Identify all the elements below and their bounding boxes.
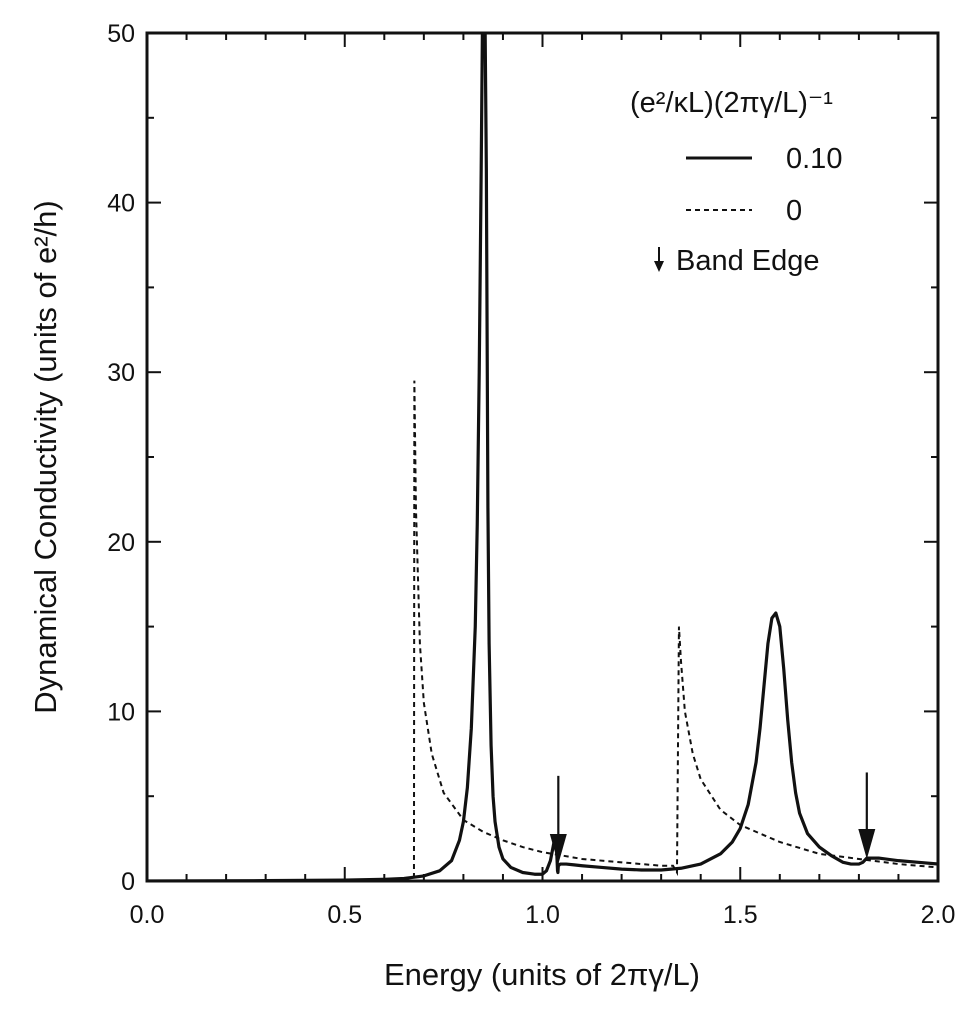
x-tick-label: 2.0 xyxy=(921,901,956,929)
band-edge-arrow-icon xyxy=(858,772,876,859)
y-tick-label: 20 xyxy=(107,529,135,557)
y-tick-label: 40 xyxy=(107,190,135,218)
x-tick-label: 1.0 xyxy=(525,901,560,929)
y-tick-label: 0 xyxy=(121,868,135,896)
legend-arrow-icon xyxy=(654,247,664,272)
annotation-layer xyxy=(549,772,876,865)
series-layer xyxy=(147,33,938,881)
x-tick-label: 0.5 xyxy=(327,901,362,929)
series-line-solid xyxy=(147,33,938,881)
band-edge-arrow-icon xyxy=(549,775,567,865)
y-axis-title: Dynamical Conductivity (units of e²/h) xyxy=(28,200,63,713)
legend-label-band-edge: Band Edge xyxy=(676,245,820,277)
y-tick-label: 10 xyxy=(107,698,135,726)
x-tick-label: 1.5 xyxy=(723,901,758,929)
legend-header: (e²/κL)(2πγ/L)⁻¹ xyxy=(630,87,833,119)
plot-frame xyxy=(145,31,940,883)
y-tick-label: 30 xyxy=(107,359,135,387)
x-tick-label: 0.0 xyxy=(130,901,165,929)
x-axis-title: Energy (units of 2πγ/L) xyxy=(384,957,700,992)
tick-labels: 0.0 0.5 1.0 1.5 2.0 0 10 20 30 40 50 xyxy=(107,20,955,929)
legend-label-dashed: 0 xyxy=(786,195,802,227)
series-line-dashed xyxy=(147,380,938,881)
y-tick-label: 50 xyxy=(107,20,135,48)
legend-label-solid: 0.10 xyxy=(786,143,842,175)
legend: (e²/κL)(2πγ/L)⁻¹ 0.10 0 Band Edge xyxy=(630,87,842,277)
